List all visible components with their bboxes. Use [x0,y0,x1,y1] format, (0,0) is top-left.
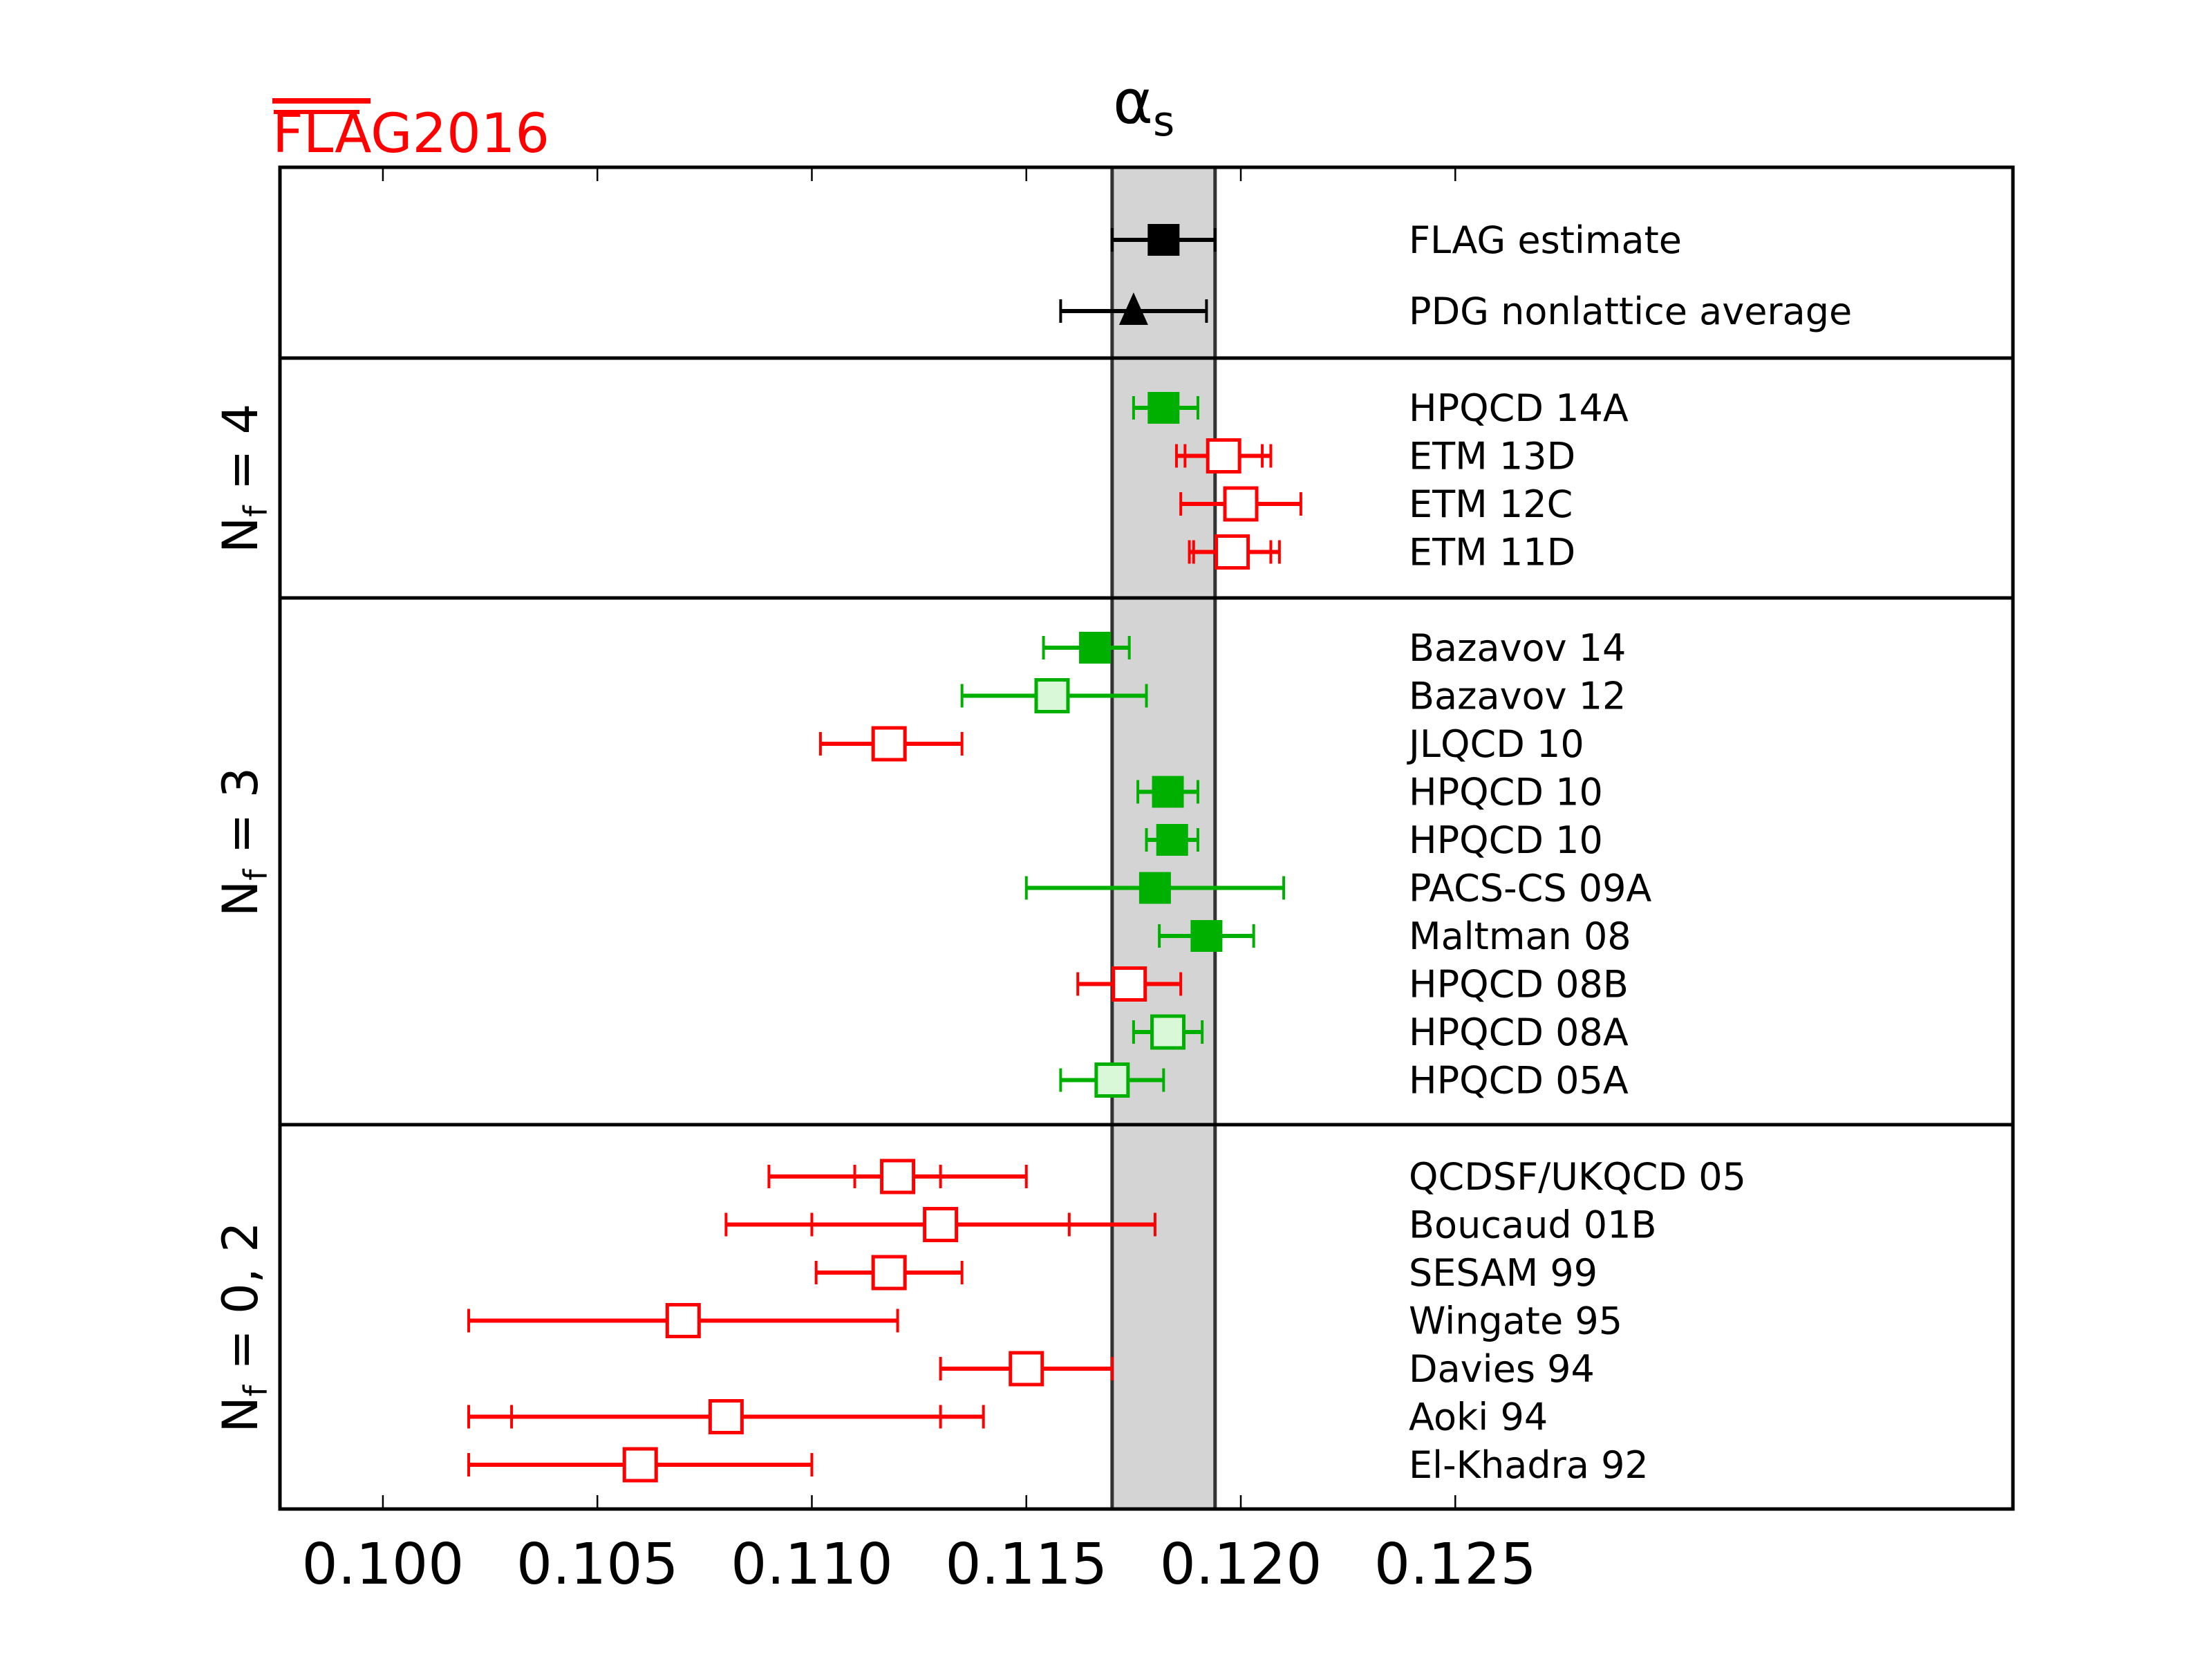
data-point [1188,534,1281,570]
panel-label: Nf = 0, 2 [212,1221,274,1432]
flag-logo: FLAG2016 [272,103,550,165]
row-label: Davies 94 [1409,1347,1595,1391]
row-label: QCDSF/UKQCD 05 [1409,1155,1746,1199]
row-label: PACS-CS 09A [1409,867,1651,910]
row-label: ETM 13D [1409,435,1575,478]
square-marker [1152,776,1184,808]
data-point [1076,966,1183,1002]
square-marker [1009,1351,1044,1387]
square-marker [1190,920,1223,952]
data-point [1145,824,1199,856]
row-label: HPQCD 05A [1409,1059,1629,1103]
row-label: HPQCD 10 [1409,771,1603,814]
data-point [1024,872,1286,904]
row-label: PDG nonlattice average [1409,290,1852,333]
row-label: Wingate 95 [1409,1300,1622,1343]
data-point [1110,224,1217,256]
square-marker [880,1159,916,1194]
square-marker [1034,678,1070,713]
square-marker [1094,1062,1130,1098]
x-tick-label: 0.115 [945,1532,1107,1597]
x-tick-label: 0.105 [516,1532,679,1597]
square-marker [1150,1014,1186,1050]
square-marker [1156,824,1188,856]
x-tick-label: 0.110 [731,1532,893,1597]
row-label: Boucaud 01B [1409,1203,1657,1247]
row-label: ETM 11D [1409,531,1575,574]
square-marker [708,1399,744,1434]
row-label: FLAG estimate [1409,218,1682,262]
plot-frame [278,165,2015,1511]
panel-label: Nf = 3 [212,767,274,917]
row-label: Bazavov 12 [1409,675,1626,718]
data-point [767,1159,1028,1194]
panel-label: Nf = 4 [212,404,274,553]
data-point [1132,392,1199,424]
labels-layer: FLAG estimate PDG nonlattice average HPQCD… [212,218,1852,1597]
data-point [467,1447,814,1483]
square-marker [1079,632,1112,664]
row-label: HPQCD 08A [1409,1011,1629,1054]
row-label: El-Khadra 92 [1409,1443,1649,1487]
row-label: JLQCD 10 [1407,722,1584,766]
x-tick-label: 0.120 [1160,1532,1322,1597]
square-marker [1147,392,1180,424]
square-marker [1223,486,1259,522]
square-marker [871,726,907,762]
row-label: Bazavov 14 [1409,626,1626,670]
x-tick-label: 0.125 [1374,1532,1537,1597]
square-marker [1138,872,1171,904]
data-point [818,726,964,762]
row-label: HPQCD 08B [1409,963,1629,1006]
square-marker [1147,224,1180,256]
square-marker [923,1207,959,1242]
triangle-marker [1118,292,1148,325]
row-label: Maltman 08 [1409,915,1631,958]
row-label: SESAM 99 [1409,1251,1597,1295]
chart-title: αs [1113,66,1174,146]
data-point [1158,920,1255,952]
square-marker [665,1303,701,1338]
data-point [939,1351,1114,1387]
row-label: HPQCD 14A [1409,386,1629,430]
row-label: Aoki 94 [1409,1396,1548,1439]
square-marker [1215,534,1250,570]
marks-layer [467,224,1302,1483]
data-point [1174,438,1273,474]
data-point [960,678,1148,713]
square-marker [871,1255,907,1291]
logo-rest-text: G2016 [371,103,550,165]
row-label: ETM 12C [1409,482,1573,526]
data-point [1179,486,1302,522]
data-point [1059,1062,1165,1098]
data-point [1136,776,1199,808]
data-point [1059,292,1208,325]
data-point [814,1255,964,1291]
data-point [467,1303,899,1338]
x-tick-label: 0.100 [302,1532,465,1597]
plot-border [278,165,2015,1511]
data-point [1132,1014,1204,1050]
square-marker [1206,438,1241,474]
data-point [467,1399,985,1434]
square-marker [1112,966,1147,1002]
row-label: HPQCD 10 [1409,818,1603,862]
data-point [1042,632,1131,664]
square-marker [622,1447,658,1483]
data-point [724,1207,1156,1242]
